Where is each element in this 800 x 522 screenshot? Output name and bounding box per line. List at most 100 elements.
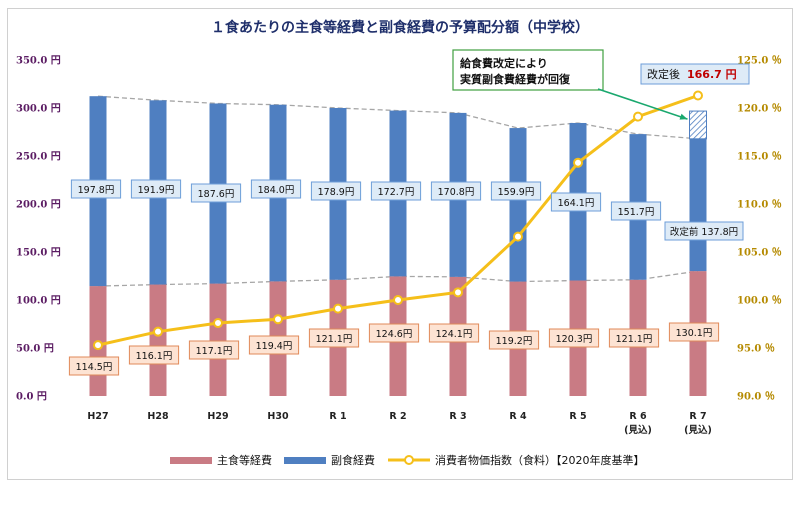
sub-value-label: 151.7円 (618, 207, 655, 218)
sub-value-label-box (70, 179, 122, 199)
x-tick-label: H27 (87, 411, 108, 422)
x-tick-sublabel: (見込) (684, 424, 712, 436)
x-tick-label: R 5 (569, 411, 586, 422)
callout-box (452, 49, 604, 91)
sub-value-label: 178.9円 (318, 187, 355, 198)
sub-value-label-box (250, 179, 302, 199)
sub-value-label-box (310, 181, 362, 201)
left-tick-label: 0.0 円 (16, 391, 47, 403)
sub-value-label: 172.7円 (378, 187, 415, 198)
cpi-point (93, 340, 103, 351)
main-value-label: 119.2円 (496, 336, 533, 347)
main-value-label-box (68, 356, 120, 376)
left-tick-label: 250.0 円 (16, 151, 61, 163)
stacked-bars (89, 96, 707, 396)
x-axis-ticks: H27 H28 H29 H30 R 1 R 2 R 3 R 4 R 5 R 6 (見込) R 7 (見込… (87, 411, 711, 436)
main-value-label: 116.1円 (136, 351, 173, 362)
sub-food-bar (509, 128, 527, 282)
value-labels: 114.5円 197.8円 116.1円 191.9円 117.1円 187.6円 119.… (68, 63, 750, 376)
main-value-label-box (608, 328, 660, 348)
sub-value-label: 197.8円 (78, 185, 115, 196)
x-tick-label: R 6 (629, 411, 647, 422)
legend-label-sub: 副食経費 (331, 453, 375, 467)
left-tick-label: 50.0 円 (16, 343, 54, 355)
right-tick-label: 115.0 ％ (737, 151, 782, 163)
main-value-label: 124.6円 (376, 329, 413, 340)
sub-value-label-box (370, 181, 422, 201)
cpi-point (693, 90, 703, 101)
sub-food-bar (689, 138, 707, 272)
x-tick-label: H28 (147, 411, 169, 422)
main-value-label-box (548, 328, 600, 348)
x-tick-label: R 4 (509, 411, 527, 422)
main-value-label-box (428, 323, 480, 343)
main-value-label: 120.3円 (556, 334, 593, 345)
main-value-label: 114.5円 (76, 362, 113, 373)
left-tick-label: 200.0 円 (16, 199, 61, 211)
sub-value-label-box (190, 183, 242, 203)
cpi-point (393, 295, 403, 305)
sub-value-label: 159.9円 (498, 187, 535, 198)
main-value-label-box (488, 330, 540, 350)
chart-title: １食あたりの主食等経費と副食経費の予算配分額（中学校） (211, 19, 589, 36)
right-tick-label: 100.0 ％ (737, 295, 782, 307)
main-value-label: 121.1円 (316, 334, 353, 345)
x-tick-label: R 7 (689, 411, 706, 422)
revised-label-text: 改定後 (647, 67, 680, 81)
x-tick-label: R 2 (389, 411, 406, 422)
main-value-label: 117.1円 (196, 346, 233, 357)
callout-arrow-head (679, 113, 688, 120)
main-value-label-box (188, 340, 240, 360)
callout-line1: 給食費改定により (460, 56, 548, 70)
cpi-point (633, 111, 643, 122)
cpi-point (153, 326, 163, 337)
main-value-label-box (668, 322, 720, 342)
right-axis-ticks: 90.0 ％ 95.0 ％ 100.0 ％ 105.0 ％ 110.0 ％ 115.0 ％… (737, 55, 782, 403)
cpi-point (213, 318, 223, 329)
sub-value-label-box (130, 179, 182, 199)
right-tick-label: 110.0 ％ (737, 199, 782, 211)
cpi-line-series (93, 90, 703, 351)
main-value-label: 130.1円 (676, 328, 713, 339)
left-axis-ticks: 0.0 円 50.0 円 100.0 円 150.0 円 200.0 円 250.0 円 3… (16, 55, 61, 403)
revised-sub-food-bar (689, 110, 707, 140)
budget-chart: １食あたりの主食等経費と副食経費の予算配分額（中学校） 0.0 円 50.0 円 1… (16, 19, 782, 467)
sub-value-label: 164.1円 (558, 198, 595, 209)
sub-value-label: 170.8円 (438, 187, 475, 198)
right-tick-label: 120.0 ％ (737, 103, 782, 115)
sub-value-label-box (430, 181, 482, 201)
chart-frame: １食あたりの主食等経費と副食経費の予算配分額（中学校） 0.0 円 50.0 円 1… (7, 8, 793, 480)
main-value-label-box (308, 328, 360, 348)
main-value-label: 124.1円 (436, 329, 473, 340)
x-tick-label: R 3 (449, 411, 466, 422)
sub-value-label-box (550, 192, 602, 212)
sub-value-label-box (610, 201, 662, 221)
main-value-label-box (248, 335, 300, 355)
x-tick-label: R 1 (329, 411, 346, 422)
main-value-label-box (368, 323, 420, 343)
right-tick-label: 105.0 ％ (737, 247, 782, 259)
main-value-label: 121.1円 (616, 334, 653, 345)
sub-value-label: 187.6円 (198, 189, 235, 200)
sub-value-label: 184.0円 (258, 185, 295, 196)
x-tick-label: H30 (267, 411, 289, 422)
main-food-bar (149, 284, 167, 396)
right-tick-label: 90.0 ％ (737, 391, 775, 403)
legend-label-main: 主食等経費 (217, 453, 272, 467)
x-tick-label: H29 (207, 411, 228, 422)
revised-label-box (640, 63, 750, 85)
cpi-point (513, 231, 523, 242)
right-tick-label: 95.0 ％ (737, 343, 775, 355)
legend-label-cpi: 消費者物価指数（食料）【2020年度基準】 (435, 453, 645, 467)
main-food-bar (209, 283, 227, 396)
left-tick-label: 350.0 円 (16, 55, 61, 67)
cpi-point (333, 303, 343, 314)
left-tick-label: 300.0 円 (16, 103, 61, 115)
legend: 主食等経費 副食経費 消費者物価指数（食料）【2020年度基準】 (170, 453, 645, 467)
callout-line2: 実質副食費経費が回復 (460, 72, 571, 86)
revised-label-value: 166.7 円 (687, 68, 737, 81)
callout-arrow-line (597, 88, 688, 120)
x-tick-sublabel: (見込) (624, 424, 652, 436)
legend-swatch-sub (284, 457, 326, 464)
